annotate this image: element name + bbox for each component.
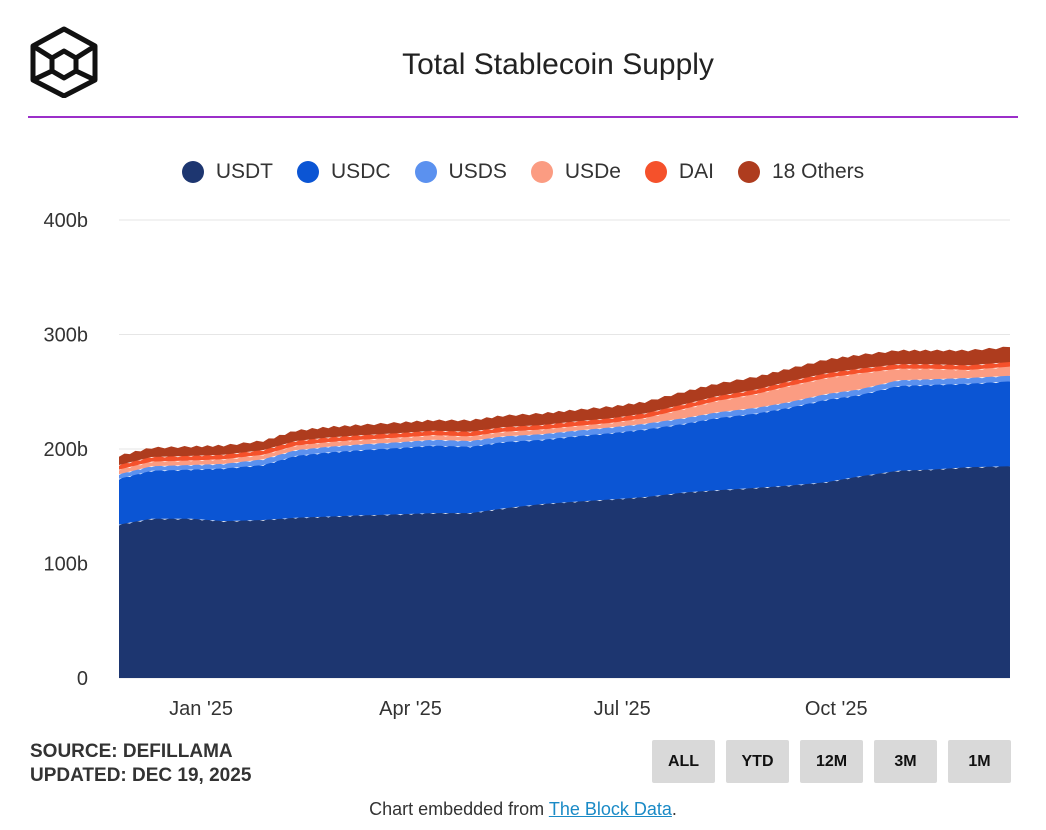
area-series-dai — [119, 361, 1010, 470]
area-series-usdt — [119, 465, 1010, 678]
legend-dot-icon — [181, 161, 204, 183]
the-block-logo-icon — [30, 26, 98, 98]
area-series-usdc — [119, 380, 1010, 525]
range-3m-button[interactable]: 3M — [874, 740, 937, 783]
stacked-area-chart: 0 100b 200b 300b 400b Jan '25 Apr '25 Jul '25 Oc… — [44, 210, 1010, 720]
embed-suffix: . — [671, 799, 677, 819]
range-12m-button[interactable]: 12M — [800, 740, 863, 783]
y-tick-label: 200b — [44, 439, 89, 461]
area-series-usds — [119, 375, 1010, 479]
legend-dot-icon — [414, 161, 437, 183]
legend-label: USDT — [215, 160, 274, 183]
legend-dot-icon — [297, 161, 320, 183]
y-tick-label: 100b — [44, 554, 89, 576]
legend-label: USDC — [331, 160, 391, 183]
the-block-data-link[interactable]: The Block Data — [548, 799, 672, 819]
legend-label: USDS — [448, 160, 507, 183]
legend-item-18-others[interactable]: 18 Others — [737, 160, 865, 184]
y-tick-label: 300b — [44, 325, 89, 347]
legend-dot-icon — [644, 161, 667, 183]
x-tick-label: Jan '25 — [169, 698, 233, 720]
range-selector: ALL YTD 12M 3M 1M — [652, 740, 1011, 783]
chart-legend: USDT USDC USDS USDe DAI 18 Others — [0, 160, 1046, 184]
x-tick-label: Apr '25 — [379, 698, 442, 720]
legend-item-usds[interactable]: USDS — [414, 160, 507, 184]
source-label: SOURCE: DEFILLAMA — [30, 741, 233, 762]
legend-label: USDe — [564, 160, 621, 183]
range-all-button[interactable]: ALL — [652, 740, 715, 783]
embed-prefix: Chart embedded from — [369, 799, 549, 819]
y-tick-label: 0 — [77, 668, 88, 690]
chart-title: Total Stablecoin Supply — [402, 48, 714, 81]
x-tick-label: Jul '25 — [594, 698, 651, 720]
y-tick-label: 400b — [44, 210, 89, 232]
legend-dot-icon — [737, 161, 760, 183]
legend-dot-icon — [530, 161, 553, 183]
source-info: SOURCE: DEFILLAMA UPDATED: DEC 19, 2025 — [30, 740, 251, 788]
area-series-usde — [119, 366, 1010, 475]
updated-label: UPDATED: DEC 19, 2025 — [30, 765, 252, 786]
legend-label: 18 Others — [771, 160, 865, 183]
legend-item-usdt[interactable]: USDT — [181, 160, 274, 184]
title-divider — [28, 116, 1018, 118]
legend-item-usdc[interactable]: USDC — [297, 160, 391, 184]
x-tick-label: Oct '25 — [805, 698, 868, 720]
legend-item-dai[interactable]: DAI — [644, 160, 714, 184]
legend-item-usde[interactable]: USDe — [530, 160, 621, 184]
range-ytd-button[interactable]: YTD — [726, 740, 789, 783]
area-series-18-others — [119, 346, 1010, 465]
legend-label: DAI — [678, 160, 714, 183]
embed-note: Chart embedded from The Block Data. — [0, 799, 1046, 820]
range-1m-button[interactable]: 1M — [948, 740, 1011, 783]
